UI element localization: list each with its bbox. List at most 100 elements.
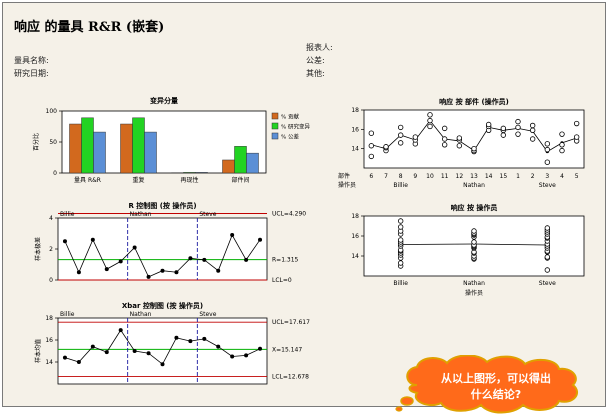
xbar-chart-point bbox=[76, 360, 81, 364]
xbar-chart-point bbox=[160, 362, 165, 367]
by-operator-point bbox=[397, 260, 404, 266]
r-chart-point bbox=[216, 268, 221, 273]
callout-cloud bbox=[395, 355, 578, 414]
r-chart-point bbox=[146, 274, 151, 279]
xbar-chart-point bbox=[132, 349, 137, 353]
r-chart-point bbox=[62, 239, 67, 244]
reported-by-label: 报表人: bbox=[306, 43, 333, 52]
by-operator-point bbox=[544, 267, 551, 273]
r-chart-point bbox=[104, 267, 109, 272]
components-ylabel: 百分比 bbox=[32, 133, 40, 151]
components-bar bbox=[183, 172, 196, 174]
callout-line-2: 什么结论? bbox=[470, 388, 522, 401]
by-part-part-label: 8 bbox=[399, 173, 403, 180]
by-part-point bbox=[500, 125, 507, 132]
by-part-part-label: 9 bbox=[413, 173, 417, 180]
components-category-label: 再现性 bbox=[180, 176, 198, 184]
by-part-group-label: Billie bbox=[393, 182, 408, 189]
r-chart-point bbox=[188, 256, 193, 261]
xbar-chart-point bbox=[230, 354, 235, 359]
r-chart-point bbox=[202, 257, 207, 262]
components-bar bbox=[222, 159, 235, 174]
by-operator-point bbox=[544, 254, 551, 260]
xbar-chart-point bbox=[104, 350, 109, 355]
by-part-ytick-label: 16 bbox=[351, 126, 359, 133]
r-chart-group-label: Steve bbox=[199, 211, 216, 218]
components-ytick-label: 0 bbox=[53, 170, 57, 177]
by-operator-point bbox=[471, 228, 477, 234]
components-legend-label: % 公差 bbox=[281, 133, 299, 141]
xbar-chart-ytick-label: 18 bbox=[45, 315, 53, 322]
components-ytick-label: 100 bbox=[46, 108, 58, 115]
r-chart-title: R 控制图 (按 操作员) bbox=[128, 201, 196, 210]
by-operator-point bbox=[544, 225, 551, 231]
xbar-chart-group-label: Nathan bbox=[130, 311, 152, 318]
by-part-group-label: Nathan bbox=[463, 182, 485, 189]
by-part-point bbox=[441, 142, 448, 148]
by-part-point bbox=[544, 146, 551, 153]
by-part-point bbox=[573, 120, 580, 127]
misc-label: 其他: bbox=[306, 69, 325, 78]
by-part-part-label: 4 bbox=[560, 173, 564, 180]
gauge-name-label: 量具名称: bbox=[14, 56, 49, 65]
callout-text: 从以上图形，可以得出 什么结论? bbox=[426, 371, 566, 403]
study-date-label: 研究日期: bbox=[14, 69, 49, 78]
by-part-part-label: 1 bbox=[516, 173, 520, 180]
by-part-part-label: 10 bbox=[426, 173, 434, 180]
callout-line-1: 从以上图形，可以得出 bbox=[441, 372, 551, 385]
by-part-point bbox=[573, 134, 580, 140]
by-part-point bbox=[515, 131, 521, 137]
by-part-part-label: 3 bbox=[545, 173, 549, 180]
r-chart-ylabel: 样本极差 bbox=[34, 237, 42, 261]
xbar-chart-point bbox=[62, 355, 67, 360]
by-operator-category-label: Billie bbox=[393, 280, 408, 287]
by-operator-ytick-label: 16 bbox=[351, 233, 359, 240]
xbar-chart-center-label: X=15.147 bbox=[272, 346, 302, 353]
components-bar bbox=[234, 146, 247, 174]
by-part-point bbox=[441, 136, 448, 142]
components-bar bbox=[69, 123, 82, 174]
r-chart-center-label: R=1.315 bbox=[272, 257, 299, 264]
by-part-point bbox=[441, 125, 448, 132]
r-chart-point bbox=[76, 270, 81, 275]
r-chart-point bbox=[90, 237, 95, 242]
by-operator-ytick-label: 18 bbox=[351, 213, 359, 220]
r-chart-ytick-label: 0 bbox=[49, 277, 53, 284]
r-chart-ytick-label: 4 bbox=[49, 215, 53, 222]
by-part-point bbox=[471, 145, 477, 152]
xbar-chart-lcl-label: LCL=12.678 bbox=[272, 374, 309, 381]
components-bar bbox=[195, 172, 208, 174]
report-title: 响应 的量具 R&R (嵌套) bbox=[14, 20, 165, 35]
r-chart-ytick-label: 2 bbox=[49, 246, 53, 253]
by-part-ytick-label: 18 bbox=[351, 107, 359, 114]
components-bar bbox=[93, 131, 106, 174]
components-bar bbox=[81, 117, 94, 174]
by-part-point bbox=[427, 123, 433, 130]
xbar-chart-point bbox=[118, 328, 123, 333]
by-part-point bbox=[412, 134, 419, 140]
r-chart-point bbox=[244, 257, 249, 262]
by-part-point bbox=[529, 122, 536, 129]
by-operator-point bbox=[397, 224, 404, 230]
by-part-point bbox=[368, 143, 375, 149]
by-part-point bbox=[544, 141, 551, 147]
by-operator-point bbox=[397, 218, 404, 224]
by-part-ytick-label: 14 bbox=[351, 146, 359, 153]
by-part-row-label: 部件 bbox=[338, 172, 350, 180]
r-chart-point bbox=[230, 233, 235, 238]
r-chart-point bbox=[258, 237, 263, 242]
r-chart-ucl-label: UCL=4.290 bbox=[272, 211, 306, 218]
components-category-label: 部件间 bbox=[231, 176, 249, 184]
by-part-part-label: 7 bbox=[384, 173, 388, 180]
xbar-chart-title: Xbar 控制图 (按 操作员) bbox=[122, 301, 203, 310]
xbar-chart-point bbox=[244, 353, 249, 358]
by-part-point bbox=[515, 124, 521, 131]
components-legend-label: % 研究变异 bbox=[281, 123, 310, 131]
by-part-point bbox=[397, 132, 404, 138]
by-part-point bbox=[456, 143, 463, 149]
xbar-chart-plot-area bbox=[57, 317, 268, 385]
by-part-part-label: 6 bbox=[369, 173, 373, 180]
r-chart-lcl-label: LCL=0 bbox=[272, 277, 292, 284]
xbar-chart-ytick-label: 14 bbox=[45, 359, 53, 366]
